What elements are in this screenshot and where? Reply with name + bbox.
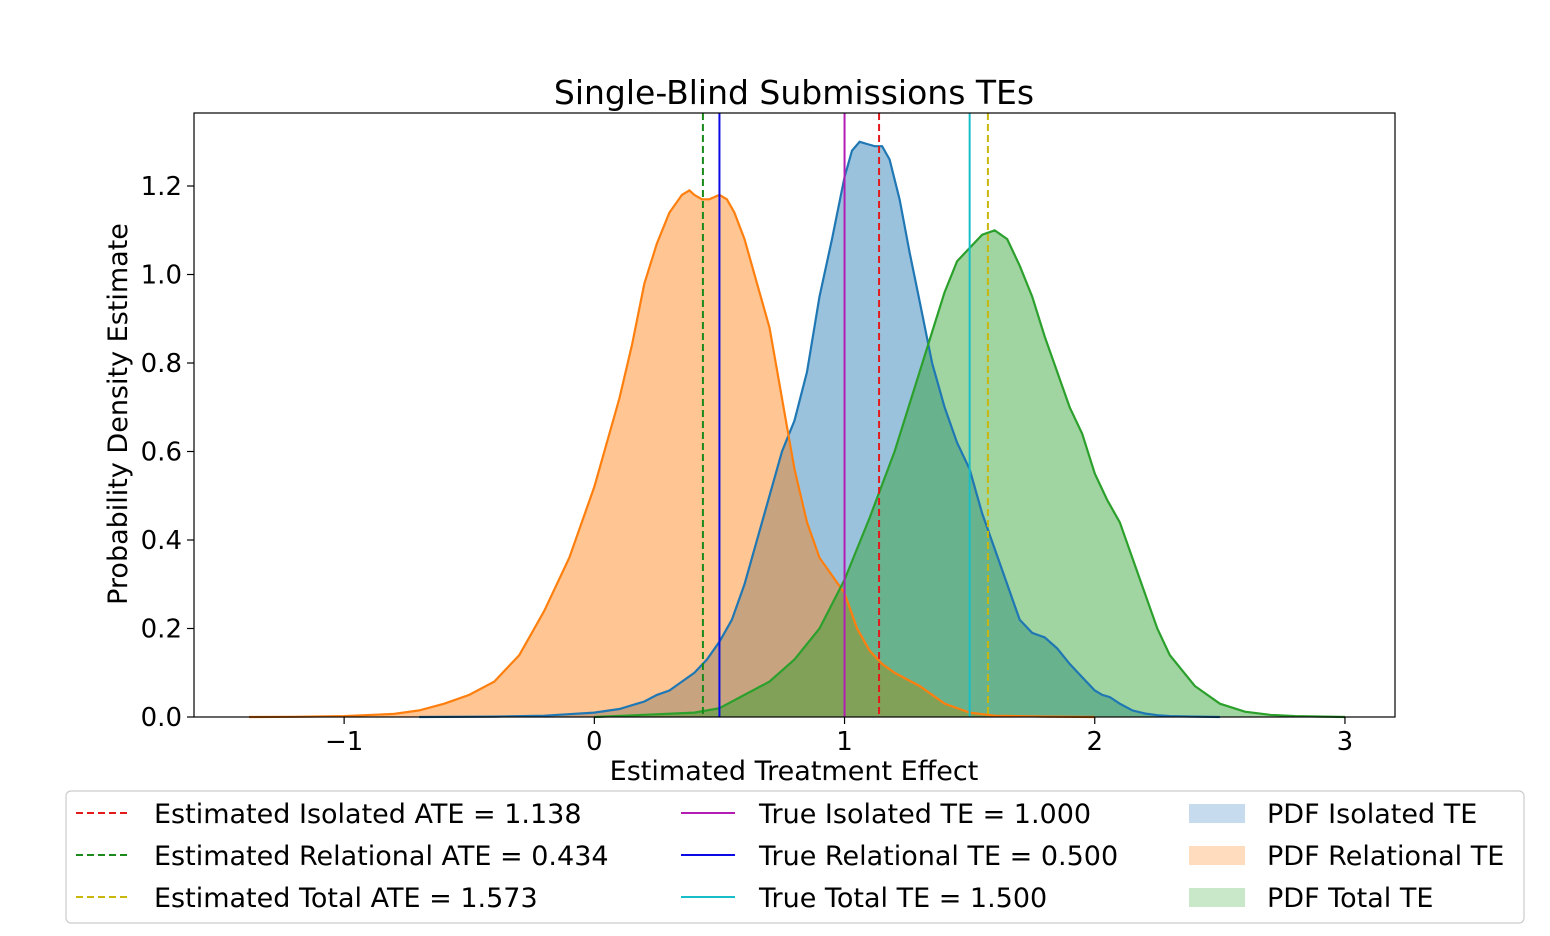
- legend-label: Estimated Isolated ATE = 1.138: [154, 799, 582, 830]
- y-tick-label: 0.6: [141, 438, 182, 468]
- legend: Estimated Isolated ATE = 1.138 Estimated …: [65, 790, 1525, 924]
- legend-label: PDF Total TE: [1267, 883, 1433, 914]
- series-line-2: [594, 229, 1346, 719]
- y-tick-label: 1.2: [141, 172, 182, 202]
- legend-label: PDF Isolated TE: [1267, 799, 1477, 830]
- x-tick-label: 3: [1337, 727, 1354, 757]
- legend-label: PDF Relational TE: [1267, 841, 1504, 872]
- legend-swatch: [1189, 804, 1245, 823]
- x-tick-label: 0: [586, 727, 603, 757]
- y-tick-label: 1.0: [141, 261, 182, 291]
- series-area-1: [249, 190, 1095, 717]
- series-area-0: [419, 141, 1220, 718]
- plot-frame: [193, 112, 1396, 718]
- y-tick-label: 0.4: [141, 526, 182, 556]
- x-axis-title: Estimated Treatment Effect: [610, 756, 979, 787]
- axes: −1 0 1 2 3 0.0 0.2 0.4 0.6 0.8 1.0 1.2: [141, 112, 1396, 757]
- y-axis-title: Probability Density Estimate: [103, 223, 134, 605]
- legend-box: [65, 790, 1525, 924]
- plot-area: [248, 113, 1346, 719]
- series-line-0: [419, 140, 1220, 719]
- x-tick-label: 2: [1086, 727, 1103, 757]
- legend-label: Estimated Total ATE = 1.573: [154, 883, 538, 914]
- legend-label: True Isolated TE = 1.000: [758, 799, 1091, 830]
- y-tick-label: 0.0: [141, 703, 182, 733]
- legend-label: True Total TE = 1.500: [758, 883, 1047, 914]
- legend-label: Estimated Relational ATE = 0.434: [154, 841, 609, 872]
- series-line-1: [248, 189, 1095, 719]
- legend-swatch: [1189, 846, 1245, 865]
- legend-label: True Relational TE = 0.500: [758, 841, 1118, 872]
- x-tick-label: −1: [325, 727, 363, 757]
- y-tick-label: 0.2: [141, 615, 182, 645]
- chart-title: Single-Blind Submissions TEs: [554, 73, 1034, 112]
- legend-swatch: [1189, 888, 1245, 907]
- x-tick-label: 1: [836, 727, 853, 757]
- y-tick-label: 0.8: [141, 349, 182, 379]
